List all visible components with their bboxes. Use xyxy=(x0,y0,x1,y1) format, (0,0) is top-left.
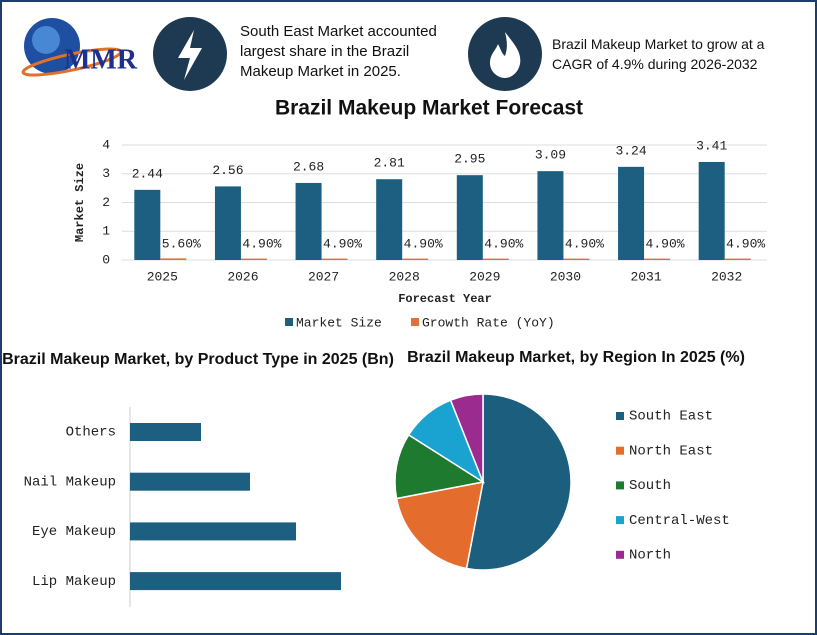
x-tick-label: 2032 xyxy=(711,269,742,284)
flame-icon xyxy=(490,32,521,78)
data-label: 2.56 xyxy=(212,163,243,178)
data-label: 3.09 xyxy=(535,148,566,163)
bar xyxy=(482,258,509,260)
legend-label: North xyxy=(629,548,671,564)
bar xyxy=(376,179,403,260)
x-tick-label: 2025 xyxy=(147,269,178,284)
pie-slice xyxy=(465,393,572,571)
legend-swatch xyxy=(616,481,624,490)
x-tick-label: 2030 xyxy=(550,269,581,284)
y-tick-label: 4 xyxy=(102,137,110,152)
data-label: 3.24 xyxy=(615,143,646,158)
bar xyxy=(537,171,564,260)
bar xyxy=(130,572,341,591)
bar xyxy=(130,522,296,541)
info-text: South East Market accounted largest shar… xyxy=(240,23,437,80)
bar xyxy=(130,423,201,441)
bar xyxy=(214,186,241,260)
logo-swoosh xyxy=(21,47,123,77)
y-tick-label: 3 xyxy=(102,166,110,181)
bolt-icon xyxy=(178,30,202,80)
x-tick-label: 2029 xyxy=(469,269,500,284)
data-label: 2.68 xyxy=(293,159,324,174)
legend-swatch xyxy=(616,516,624,525)
data-label: 3.41 xyxy=(696,138,727,153)
bar xyxy=(321,258,348,260)
data-label: 4.90% xyxy=(404,236,443,251)
x-tick-label: 2026 xyxy=(227,269,258,284)
y-tick-label: 0 xyxy=(102,252,110,267)
legend-label: Market Size xyxy=(296,315,382,330)
x-axis-label: Forecast Year xyxy=(398,292,492,306)
chart-title: Brazil Makeup Market Forecast xyxy=(275,97,583,120)
y-tick-label: Others xyxy=(66,425,116,441)
data-label: 4.90% xyxy=(323,236,362,251)
legend-label: South East xyxy=(629,409,713,425)
bar xyxy=(456,175,483,260)
bar xyxy=(563,258,590,260)
y-tick-label: Lip Makeup xyxy=(32,574,116,590)
bar xyxy=(698,161,725,260)
x-tick-label: 2028 xyxy=(389,269,420,284)
bar xyxy=(240,258,267,260)
x-tick-label: 2027 xyxy=(308,269,339,284)
legend-swatch xyxy=(616,412,624,420)
x-tick-label: 2031 xyxy=(630,269,661,284)
legend-label: Central-West xyxy=(629,513,730,529)
y-tick-label: 2 xyxy=(102,195,110,210)
legend-label: North East xyxy=(629,443,713,459)
chart-title: Brazil Makeup Market, by Product Type in… xyxy=(2,351,394,368)
legend-label: South xyxy=(629,478,671,494)
bar xyxy=(134,189,161,260)
logo-text: MMR xyxy=(64,44,138,75)
pie-slice xyxy=(449,393,484,483)
legend-swatch xyxy=(285,318,293,326)
data-label: 4.90% xyxy=(565,236,604,251)
data-label: 4.90% xyxy=(484,236,523,251)
data-label: 5.60% xyxy=(162,236,201,251)
bar xyxy=(724,258,751,260)
bar xyxy=(618,166,645,260)
bar xyxy=(644,258,671,260)
bar xyxy=(295,182,322,260)
y-axis-label: Market Size xyxy=(73,163,87,242)
data-label: 4.90% xyxy=(726,236,765,251)
data-label: 2.44 xyxy=(132,166,163,181)
legend-swatch xyxy=(616,550,624,559)
y-tick-label: Nail Makeup xyxy=(24,474,116,490)
y-tick-label: Eye Makeup xyxy=(32,524,116,540)
legend-swatch xyxy=(411,318,419,326)
data-label: 4.90% xyxy=(242,236,281,251)
bar xyxy=(402,258,429,260)
bar xyxy=(160,258,187,260)
pie-slice xyxy=(395,481,484,570)
data-label: 2.81 xyxy=(374,156,405,171)
y-tick-label: 1 xyxy=(102,224,110,239)
legend-label: Growth Rate (YoY) xyxy=(422,315,555,330)
pie-slice xyxy=(394,433,486,500)
chart-title: Brazil Makeup Market, by Region In 2025 … xyxy=(407,349,745,366)
info-text: Brazil Makeup Market to grow at a CAGR o… xyxy=(552,36,765,72)
logo-globe-shine xyxy=(32,26,60,54)
icon-circle xyxy=(468,17,542,91)
data-label: 2.95 xyxy=(454,152,485,167)
data-label: 4.90% xyxy=(646,236,685,251)
bar xyxy=(130,472,250,491)
legend-swatch xyxy=(616,446,624,455)
